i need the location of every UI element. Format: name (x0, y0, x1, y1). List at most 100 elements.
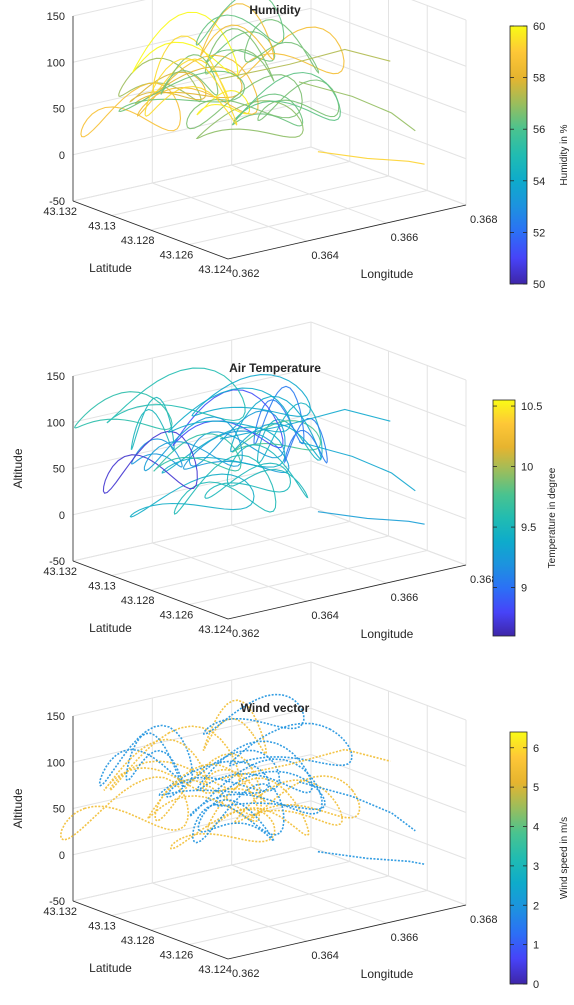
y-tick-label: 43.126 (160, 250, 194, 262)
trajectory-segment (253, 385, 305, 445)
trajectory-segment (169, 808, 276, 850)
x-tick-label: 0.364 (311, 250, 339, 262)
x-tick-label: 0.368 (470, 914, 498, 926)
colorbar-tick-label: 4 (533, 822, 539, 834)
trajectory-segment (125, 732, 185, 789)
colorbar-tick-label: 10 (521, 462, 533, 474)
trajectory-segment (317, 850, 425, 865)
z-tick-label: 0 (59, 150, 65, 162)
z-tick-label: 100 (47, 57, 65, 69)
trajectory-segment (118, 70, 246, 112)
trajectory-segment (199, 3, 275, 61)
z-tick-label: 50 (53, 804, 65, 816)
trajectory-segment (160, 54, 219, 96)
colorbar-tick-label: 9.5 (521, 522, 536, 534)
trajectory-segment (284, 417, 328, 464)
z-tick-label: 100 (47, 417, 65, 429)
colorbar-tick-label: 5 (533, 782, 539, 794)
axes (72, 16, 467, 260)
trajectory-segment (206, 777, 310, 837)
x-tick-label: 0.368 (470, 214, 498, 226)
z-tick-label: 150 (47, 711, 65, 723)
y-tick-label: 43.128 (121, 935, 155, 947)
trajectory-segment (219, 408, 391, 440)
trajectory-segment (298, 441, 416, 492)
trajectory-segment (196, 90, 251, 116)
trajectory-segment (144, 58, 238, 126)
x-tick-label: 0.364 (311, 950, 339, 962)
trajectory-segment (195, 0, 285, 46)
y-tick-label: 43.124 (198, 624, 232, 636)
x-tick-label: 0.362 (232, 968, 260, 980)
trajectory-segment (103, 738, 208, 792)
y-tick-label: 43.124 (198, 964, 232, 976)
trajectory-segment (188, 409, 286, 467)
x-tick-label: 0.366 (391, 592, 419, 604)
trajectory-segment (109, 725, 240, 792)
x-tick-label: 0.366 (391, 232, 419, 244)
z-tick-label: 50 (53, 464, 65, 476)
chart-panel-1: 0.362 0.364 0.366 0.368 43.124 43.126 43.128 43… (43, 0, 570, 291)
trajectory-segment (237, 26, 345, 80)
chart-panel-2: 0.362 0.364 0.366 0.368 43.124 43.126 43.128 43… (11, 321, 558, 641)
trajectory-segment (233, 71, 341, 123)
z-tick-label: 0 (59, 850, 65, 862)
x-axis-label: Longitude (361, 967, 414, 981)
z-tick-label: -50 (49, 196, 65, 208)
trajectory-segment (317, 511, 425, 525)
colorbar-tick-label: 54 (533, 176, 545, 188)
colorbar-tick-label: 52 (533, 227, 545, 239)
colorbar-tick-label: 1 (533, 940, 539, 952)
z-tick-label: 50 (53, 104, 65, 116)
trajectory-segment (195, 100, 304, 140)
tick-labels: 0.362 0.364 0.366 0.368 43.124 43.126 43.128 43… (43, 371, 497, 640)
colorbar-tick-label: 10.5 (521, 401, 542, 413)
z-tick-label: 100 (47, 757, 65, 769)
colorbar-tick-label: 56 (533, 124, 545, 136)
colorbar: 9 9.5 10 10.5 Temperature in degree (492, 399, 558, 637)
trajectory-segment (188, 758, 323, 818)
trajectory-segment (191, 374, 311, 417)
trajectory-segment (298, 81, 416, 132)
grid (72, 321, 467, 620)
colorbar-tick-label: 58 (533, 73, 545, 85)
y-tick-label: 43.128 (121, 595, 155, 607)
trajectory-segment (143, 416, 243, 472)
trajectory-segment (182, 430, 290, 474)
chart-title: Humidity (249, 3, 301, 17)
y-axis-label: Latitude (89, 261, 132, 275)
trajectory-segment (167, 387, 291, 434)
colorbar-tick-label: 0 (533, 979, 539, 991)
trajectory-segment (80, 82, 182, 138)
trajectory-segment (256, 402, 323, 464)
z-axis-label: Altitude (11, 448, 25, 488)
trajectory-segment (204, 462, 292, 499)
colorbar-tick-label: 6 (533, 743, 539, 755)
trajectory-segment (298, 781, 416, 832)
trajectory-segment (226, 444, 309, 499)
z-tick-label: 0 (59, 510, 65, 522)
y-axis-label: Latitude (89, 961, 132, 975)
trajectory-segment (230, 395, 322, 460)
trajectory-segment (106, 367, 246, 424)
axes (72, 376, 467, 620)
trajectory-segment (219, 748, 391, 780)
x-tick-label: 0.368 (470, 574, 498, 586)
trajectory-segment (186, 74, 303, 130)
trajectory-segment (232, 420, 321, 453)
y-axis-label: Latitude (89, 621, 132, 635)
y-tick-label: 43.13 (88, 581, 116, 593)
colorbar-tick-label: 2 (533, 900, 539, 912)
colorbar-tick-label: 3 (533, 861, 539, 873)
tick-labels: 0.362 0.364 0.366 0.368 43.124 43.126 43.128 43… (43, 11, 497, 280)
trajectory-segment (129, 473, 255, 518)
y-tick-label: 43.132 (43, 566, 77, 578)
trajectory-segment (102, 430, 198, 494)
trajectory-segment (172, 389, 284, 449)
colorbar: 0 1 2 3 4 5 6 Wind speed in m/s (509, 731, 570, 991)
trajectory-segment (74, 391, 173, 431)
trajectory-segment (202, 699, 267, 755)
trajectory-segment (317, 151, 425, 165)
trajectory-segment (219, 48, 391, 80)
y-tick-label: 43.124 (198, 264, 232, 276)
